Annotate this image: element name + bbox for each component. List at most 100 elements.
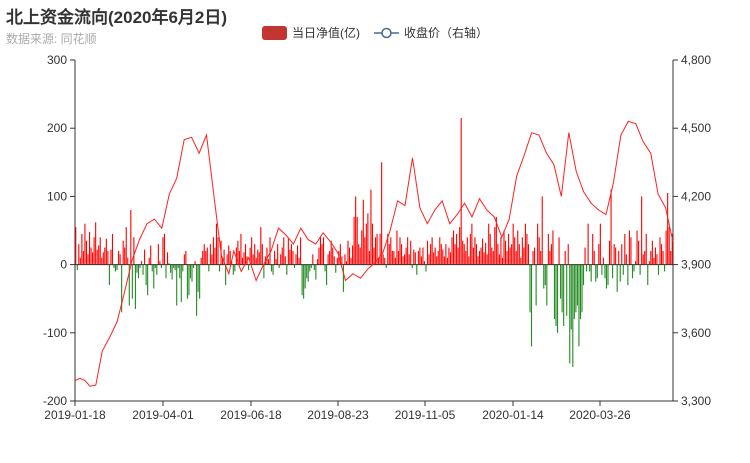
bar <box>560 264 562 299</box>
bar <box>639 264 641 275</box>
bar <box>390 237 392 265</box>
bar <box>604 264 606 279</box>
bar <box>407 237 409 265</box>
bar <box>174 264 176 271</box>
x-tick-label: 2019-11-05 <box>395 408 456 422</box>
bar <box>185 250 187 265</box>
legend-bar-swatch-icon <box>262 25 287 40</box>
bar <box>98 245 100 265</box>
bar <box>263 264 265 279</box>
bar <box>494 227 496 265</box>
bar <box>668 227 670 265</box>
bar <box>488 223 490 265</box>
bar <box>342 264 344 292</box>
bar <box>269 237 271 265</box>
bar <box>541 196 543 265</box>
bar <box>159 261 161 265</box>
bar <box>359 247 361 265</box>
bar <box>173 264 175 269</box>
bar <box>553 264 556 320</box>
bar <box>137 264 140 279</box>
bar <box>309 264 311 272</box>
bar <box>238 250 240 265</box>
bar <box>134 264 136 309</box>
bar <box>199 264 201 299</box>
bar <box>394 257 396 265</box>
bar <box>183 254 185 265</box>
x-tick-label: 2019-01-18 <box>44 408 106 422</box>
bar <box>352 245 354 265</box>
bar <box>277 244 279 265</box>
bar <box>330 240 332 265</box>
bar <box>373 247 375 265</box>
bar <box>619 264 621 282</box>
legend-item-bar[interactable]: 当日净值(亿) <box>262 24 360 41</box>
bar <box>563 264 565 326</box>
bar <box>254 244 256 265</box>
bar <box>512 223 514 265</box>
bar <box>497 244 499 265</box>
y-left-tick-label: -200 <box>43 394 67 408</box>
bar <box>144 249 146 265</box>
bar <box>410 240 412 265</box>
bar <box>664 264 666 272</box>
legend-item-line[interactable]: 收盘价（右轴） <box>374 24 488 41</box>
bar <box>96 249 98 265</box>
bar <box>370 189 372 265</box>
bar <box>408 254 410 265</box>
bar <box>168 263 170 265</box>
bar <box>540 250 542 265</box>
bar <box>596 264 598 279</box>
bar <box>425 264 427 272</box>
bar <box>85 240 88 265</box>
bar <box>267 259 270 265</box>
bar <box>570 264 572 330</box>
bar <box>248 264 250 271</box>
bar <box>298 257 300 265</box>
bar <box>371 223 374 265</box>
bar <box>437 250 439 265</box>
bar <box>524 223 526 265</box>
bar <box>176 264 178 306</box>
bar <box>621 244 623 265</box>
bar <box>99 237 101 265</box>
bar <box>260 227 262 265</box>
bar <box>659 237 661 265</box>
bar <box>275 259 277 265</box>
bar <box>550 244 552 265</box>
bar <box>452 230 455 265</box>
bar <box>255 257 257 265</box>
bar <box>95 222 97 265</box>
bar <box>225 264 227 286</box>
bar <box>214 247 216 265</box>
bar <box>547 233 549 265</box>
bar <box>618 250 620 265</box>
bar <box>364 237 366 265</box>
bar <box>485 242 487 265</box>
y-right-tick-label: 3,900 <box>681 258 711 272</box>
bar <box>197 264 199 292</box>
bar <box>218 264 221 272</box>
bar <box>145 264 147 286</box>
bar <box>105 238 107 265</box>
bar <box>251 237 253 265</box>
bar <box>517 230 519 265</box>
x-tick-label: 2019-08-23 <box>307 408 369 422</box>
bar <box>518 244 520 265</box>
bar <box>202 250 204 265</box>
bar <box>382 254 384 265</box>
bar <box>555 264 557 326</box>
bar <box>634 261 637 265</box>
bar <box>84 223 86 265</box>
bar <box>575 264 577 313</box>
bar <box>466 237 468 265</box>
bar <box>160 264 162 269</box>
bar <box>552 230 554 265</box>
bar <box>278 264 280 269</box>
bar <box>147 264 149 296</box>
bar <box>177 264 179 269</box>
bar <box>443 256 445 265</box>
x-tick-label: 2020-01-14 <box>482 408 544 422</box>
bar <box>650 250 652 265</box>
bar <box>477 256 479 265</box>
